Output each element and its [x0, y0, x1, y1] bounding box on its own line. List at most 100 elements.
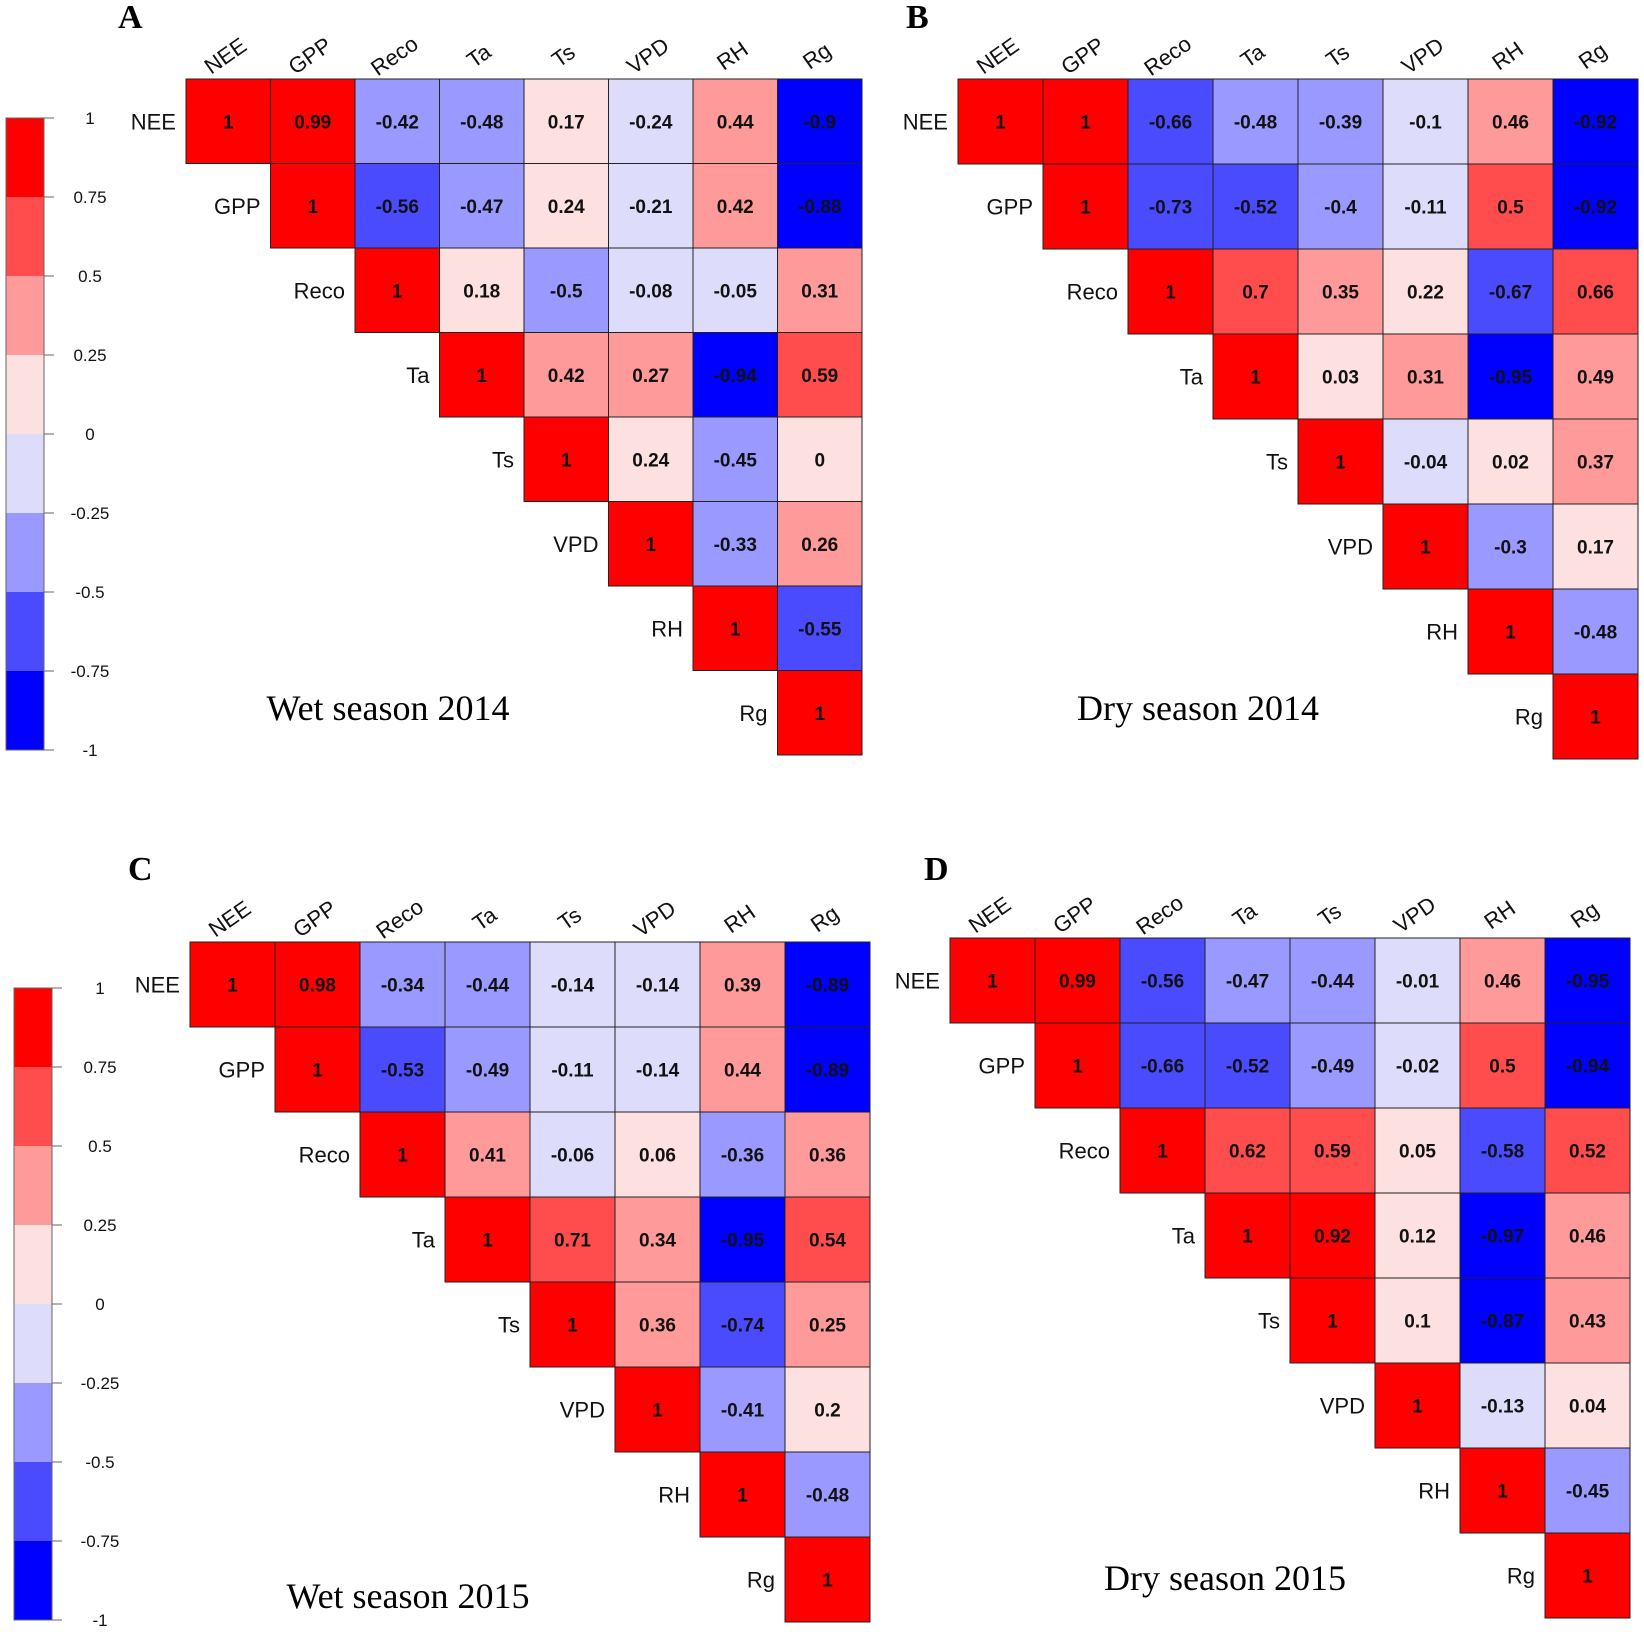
cell-value-reco-reco: 1 — [1165, 283, 1176, 304]
panel-B: B NEE GPP Reco Ta Ts VPD RH Rg 1 1 -0.66 -0.48 -0.39 -… — [903, 0, 1639, 760]
row-label-ta: Ta — [412, 1228, 436, 1253]
cell-value-ta-ta: 1 — [476, 366, 487, 387]
column-label-ta: Ta — [462, 38, 496, 72]
heatmap-cell-gpp-gpp — [1042, 163, 1129, 250]
heatmap-cell-nee-vpd — [1382, 78, 1469, 165]
cell-value-gpp-reco: -0.66 — [1141, 1057, 1184, 1078]
colorbar-segment — [14, 1304, 52, 1383]
heatmap-cell-ta-vpd — [1382, 333, 1469, 420]
column-label-ts: Ts — [553, 902, 585, 935]
heatmap-cell-ta-vpd — [1374, 1192, 1461, 1279]
row-label-ts: Ts — [1258, 1309, 1280, 1334]
column-label-rg: Rg — [1574, 37, 1611, 74]
heatmap-cell-nee-nee — [189, 941, 276, 1028]
row-label-vpd: VPD — [1320, 1394, 1365, 1419]
heatmap-cell-reco-rh — [1467, 248, 1554, 335]
cell-value-reco-rh: -0.58 — [1481, 1142, 1524, 1163]
cell-value-rh-rh: 1 — [1497, 1482, 1508, 1503]
column-label-rg: Rg — [798, 37, 835, 74]
heatmap-cell-nee-rg — [777, 78, 863, 164]
panel-caption: Dry season 2015 — [1104, 1558, 1346, 1598]
colorbar-tick-label: 0.5 — [78, 267, 102, 286]
colorbar-tick-label: 0.75 — [73, 188, 106, 207]
column-label-vpd: VPD — [622, 33, 673, 79]
row-label-rg: Rg — [1507, 1564, 1535, 1589]
cell-value-ts-vpd: 0.36 — [639, 1316, 676, 1337]
column-label-ta: Ta — [468, 901, 502, 935]
cell-value-vpd-rh: -0.41 — [721, 1401, 765, 1422]
row-label-rh: RH — [651, 616, 683, 641]
heatmap-cell-reco-reco — [1127, 248, 1214, 335]
heatmap-cell-nee-rg — [1552, 78, 1639, 165]
row-label-nee: NEE — [903, 110, 948, 135]
heatmap-cell-gpp-gpp — [1034, 1022, 1121, 1109]
cell-value-vpd-rh: -0.3 — [1494, 538, 1527, 559]
cell-value-nee-ta: -0.47 — [1226, 972, 1269, 993]
cell-value-ts-rh: 0.02 — [1492, 453, 1529, 474]
heatmap-cell-reco-vpd — [1374, 1107, 1461, 1194]
column-label-gpp: GPP — [284, 32, 336, 79]
cell-value-vpd-vpd: 1 — [1420, 538, 1431, 559]
cell-value-nee-ta: -0.48 — [460, 112, 503, 133]
cell-value-ta-ta: 1 — [1250, 368, 1261, 389]
cell-value-gpp-gpp: 1 — [1080, 198, 1091, 219]
colorbar-tick-label: -0.75 — [81, 1532, 120, 1551]
heatmap-cell-reco-rh — [699, 1111, 786, 1198]
panel-D: D NEE GPP Reco Ta Ts VPD RH Rg 1 0.99 -0.56 -0.47 -0.… — [895, 851, 1631, 1619]
cell-value-ts-ts: 1 — [1335, 453, 1346, 474]
column-label-vpd: VPD — [1389, 892, 1440, 938]
cell-value-reco-rg: 0.36 — [809, 1146, 846, 1167]
panel-A: A NEE GPP Reco Ta Ts VPD RH Rg 1 0.99 -0.42 -0.48 0.1… — [5, 0, 863, 760]
cell-value-ts-vpd: 0.24 — [632, 450, 669, 471]
heatmap-cell-reco-rg — [1552, 248, 1639, 335]
heatmap-cell-ts-vpd — [1374, 1277, 1461, 1364]
cell-value-nee-ta: -0.44 — [466, 976, 510, 997]
colorbar-segment — [14, 988, 52, 1067]
colorbar-segment — [14, 1462, 52, 1541]
heatmap-cell-nee-reco — [1127, 78, 1214, 165]
colorbar-segment — [6, 118, 44, 197]
heatmap-cell-vpd-vpd — [608, 501, 694, 587]
cell-value-gpp-rg: -0.89 — [806, 1061, 849, 1082]
row-label-nee: NEE — [131, 109, 176, 134]
cell-value-ts-rg: 0 — [814, 450, 825, 471]
heatmap-cell-gpp-rg — [784, 1026, 871, 1113]
heatmap-cell-nee-ta — [439, 78, 525, 164]
cell-value-reco-rg: 0.66 — [1577, 283, 1614, 304]
heatmap-cell-rh-rh — [1467, 588, 1554, 675]
heatmap-cell-gpp-rg — [777, 163, 863, 249]
colorbar-tick-label: -0.25 — [81, 1374, 120, 1393]
row-label-gpp: GPP — [987, 195, 1033, 220]
row-label-reco: Reco — [1067, 280, 1118, 305]
heatmap-cell-gpp-rg — [1544, 1022, 1631, 1109]
column-label-vpd: VPD — [1397, 33, 1448, 79]
cell-value-ta-ta: 1 — [482, 1231, 493, 1252]
column-label-ta: Ta — [1236, 38, 1270, 72]
heatmap-cell-ta-ts — [1297, 333, 1384, 420]
heatmap-cell-ta-rg — [777, 332, 863, 418]
heatmap-cell-nee-ts — [1297, 78, 1384, 165]
heatmap-cell-nee-ta — [1212, 78, 1299, 165]
colorbar-segment — [14, 1067, 52, 1146]
cell-value-reco-rg: 0.52 — [1569, 1142, 1606, 1163]
heatmap-cell-nee-rg — [784, 941, 871, 1028]
row-label-ts: Ts — [498, 1313, 520, 1338]
heatmap-cell-nee-vpd — [608, 78, 694, 164]
cell-value-gpp-ta: -0.49 — [466, 1061, 509, 1082]
heatmap-cell-nee-gpp — [274, 941, 361, 1028]
heatmap-cell-ta-rg — [1552, 333, 1639, 420]
cell-value-reco-ta: 0.62 — [1229, 1142, 1266, 1163]
heatmap-cell-ta-vpd — [614, 1196, 701, 1283]
cell-value-gpp-rh: 0.42 — [717, 197, 754, 218]
heatmap-cell-nee-ta — [1204, 937, 1291, 1024]
heatmap-cell-reco-reco — [1119, 1107, 1206, 1194]
heatmap-cell-reco-rh — [1459, 1107, 1546, 1194]
heatmap-cell-gpp-vpd — [1382, 163, 1469, 250]
row-label-ts: Ts — [492, 447, 514, 472]
colorbar-tick-label: 0 — [95, 1295, 104, 1314]
colorbar-tick-label: -1 — [82, 741, 97, 760]
heatmap-cell-ta-rg — [1544, 1192, 1631, 1279]
row-label-reco: Reco — [294, 278, 345, 303]
heatmap-cell-reco-reco — [354, 247, 440, 333]
heatmap-cell-reco-rg — [777, 247, 863, 333]
